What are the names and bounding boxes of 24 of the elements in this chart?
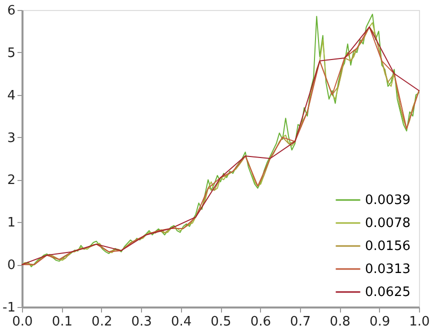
x-tick-label: 0.2 [92, 314, 112, 330]
x-tick-label: 0.4 [170, 314, 192, 330]
y-tick-label: 0 [7, 258, 16, 274]
legend-label: 0.0313 [365, 262, 410, 277]
x-tick-label: 0.6 [250, 314, 272, 330]
y-tick-label: 4 [7, 88, 16, 104]
legend-label: 0.0039 [365, 193, 410, 208]
x-tick-label: 0.1 [52, 314, 73, 330]
y-tick-label: 5 [7, 46, 16, 61]
x-tick-label: 0.7 [290, 314, 311, 330]
y-tick-label: 2 [7, 173, 16, 188]
x-tick-label: 1.0 [409, 314, 430, 330]
x-tick-label: 0.9 [369, 314, 390, 330]
legend-label: 0.0156 [365, 239, 410, 254]
x-tick-label: 0.5 [210, 314, 232, 330]
y-tick-label: 3 [7, 130, 16, 146]
y-tick-label: -1 [2, 300, 16, 316]
x-tick-label: 0.0 [12, 314, 33, 330]
x-tick-label: 0.8 [330, 314, 350, 330]
y-tick-label: 6 [7, 4, 16, 18]
legend-label: 0.0625 [365, 285, 410, 300]
x-tick-label: 0.3 [131, 314, 152, 330]
y-tick-label: 1 [7, 216, 16, 231]
legend-label: 0.0078 [365, 216, 410, 231]
